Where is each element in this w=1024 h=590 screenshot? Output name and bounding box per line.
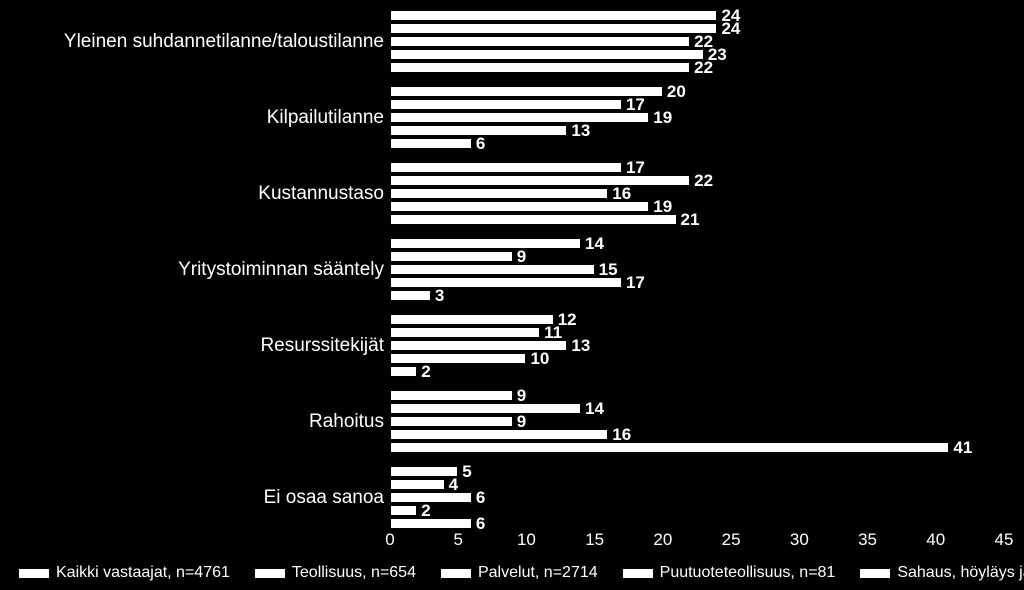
bar — [390, 36, 690, 47]
bar — [390, 416, 513, 427]
bar — [390, 290, 431, 301]
bar-value-label: 6 — [476, 134, 485, 154]
bar — [390, 175, 690, 186]
bar-value-label: 21 — [681, 210, 700, 230]
legend-swatch — [622, 568, 654, 579]
category-label: Resurssitekijät — [260, 335, 384, 357]
bar — [390, 403, 581, 414]
x-tick-label: 0 — [385, 530, 394, 550]
bar-value-label: 6 — [476, 488, 485, 508]
bar — [390, 49, 704, 60]
x-tick-label: 35 — [858, 530, 877, 550]
bar — [390, 162, 622, 173]
bar-value-label: 14 — [585, 234, 604, 254]
category-label: Rahoitus — [309, 411, 384, 433]
bar — [390, 277, 622, 288]
bar — [390, 99, 622, 110]
bar — [390, 353, 526, 364]
x-tick-label: 15 — [585, 530, 604, 550]
bar — [390, 366, 417, 377]
bar — [390, 264, 595, 275]
bar — [390, 138, 472, 149]
x-tick-label: 45 — [995, 530, 1014, 550]
x-tick-label: 5 — [453, 530, 462, 550]
legend-swatch — [254, 568, 286, 579]
bar — [390, 505, 417, 516]
bar-value-label: 20 — [667, 82, 686, 102]
bar — [390, 238, 581, 249]
bar — [390, 492, 472, 503]
legend-item: Teollisuus, n=654 — [254, 564, 416, 582]
legend-label: Sahaus, höyläys ja kyllästys, n=21 — [897, 564, 1024, 582]
legend-item: Sahaus, höyläys ja kyllästys, n=21 — [859, 564, 1024, 582]
bar-value-label: 19 — [653, 108, 672, 128]
bar-value-label: 3 — [435, 286, 444, 306]
x-tick-label: 30 — [790, 530, 809, 550]
x-axis: 051015202530354045 — [390, 530, 1004, 555]
plot-area: 2424222322201719136172216192114915173121… — [390, 10, 1004, 530]
bar-value-label: 22 — [694, 58, 713, 78]
bar-value-label: 22 — [694, 171, 713, 191]
bar — [390, 518, 472, 529]
x-tick-label: 40 — [926, 530, 945, 550]
bar-value-label: 2 — [421, 362, 430, 382]
legend-label: Teollisuus, n=654 — [292, 564, 416, 582]
bar — [390, 442, 949, 453]
legend-item: Palvelut, n=2714 — [440, 564, 598, 582]
legend-label: Puutuoteteollisuus, n=81 — [660, 564, 836, 582]
x-tick-label: 25 — [722, 530, 741, 550]
bar-value-label: 17 — [626, 273, 645, 293]
bar-value-label: 14 — [585, 399, 604, 419]
category-label: Kustannustaso — [258, 183, 384, 205]
bar — [390, 62, 690, 73]
bar — [390, 201, 649, 212]
bar — [390, 112, 649, 123]
bar — [390, 10, 717, 21]
bar — [390, 86, 663, 97]
legend-label: Kaikki vastaajat, n=4761 — [56, 564, 230, 582]
legend-swatch — [440, 568, 472, 579]
bar — [390, 314, 554, 325]
category-label: Kilpailutilanne — [267, 107, 384, 129]
bar-value-label: 5 — [462, 462, 471, 482]
bar — [390, 390, 513, 401]
bar-value-label: 13 — [571, 121, 590, 141]
chart-root: 2424222322201719136172216192114915173121… — [0, 0, 1024, 590]
legend-item: Kaikki vastaajat, n=4761 — [18, 564, 230, 582]
legend-label: Palvelut, n=2714 — [478, 564, 598, 582]
bar-value-label: 10 — [530, 349, 549, 369]
bar-value-label: 24 — [721, 19, 740, 39]
x-tick-label: 10 — [517, 530, 536, 550]
bar — [390, 479, 445, 490]
legend: Kaikki vastaajat, n=4761 Teollisuus, n=65… — [18, 560, 1008, 586]
legend-swatch — [18, 568, 50, 579]
category-label: Ei osaa sanoa — [264, 487, 384, 509]
bar-value-label: 13 — [571, 336, 590, 356]
bar — [390, 429, 608, 440]
category-label: Yleinen suhdannetilanne/taloustilanne — [64, 31, 384, 53]
legend-swatch — [859, 568, 891, 579]
bar — [390, 327, 540, 338]
legend-item: Puutuoteteollisuus, n=81 — [622, 564, 836, 582]
category-label: Yritystoiminnan sääntely — [178, 259, 384, 281]
bar — [390, 251, 513, 262]
bar — [390, 23, 717, 34]
bar — [390, 214, 677, 225]
x-tick-label: 20 — [653, 530, 672, 550]
bar — [390, 188, 608, 199]
bar-value-label: 41 — [953, 438, 972, 458]
